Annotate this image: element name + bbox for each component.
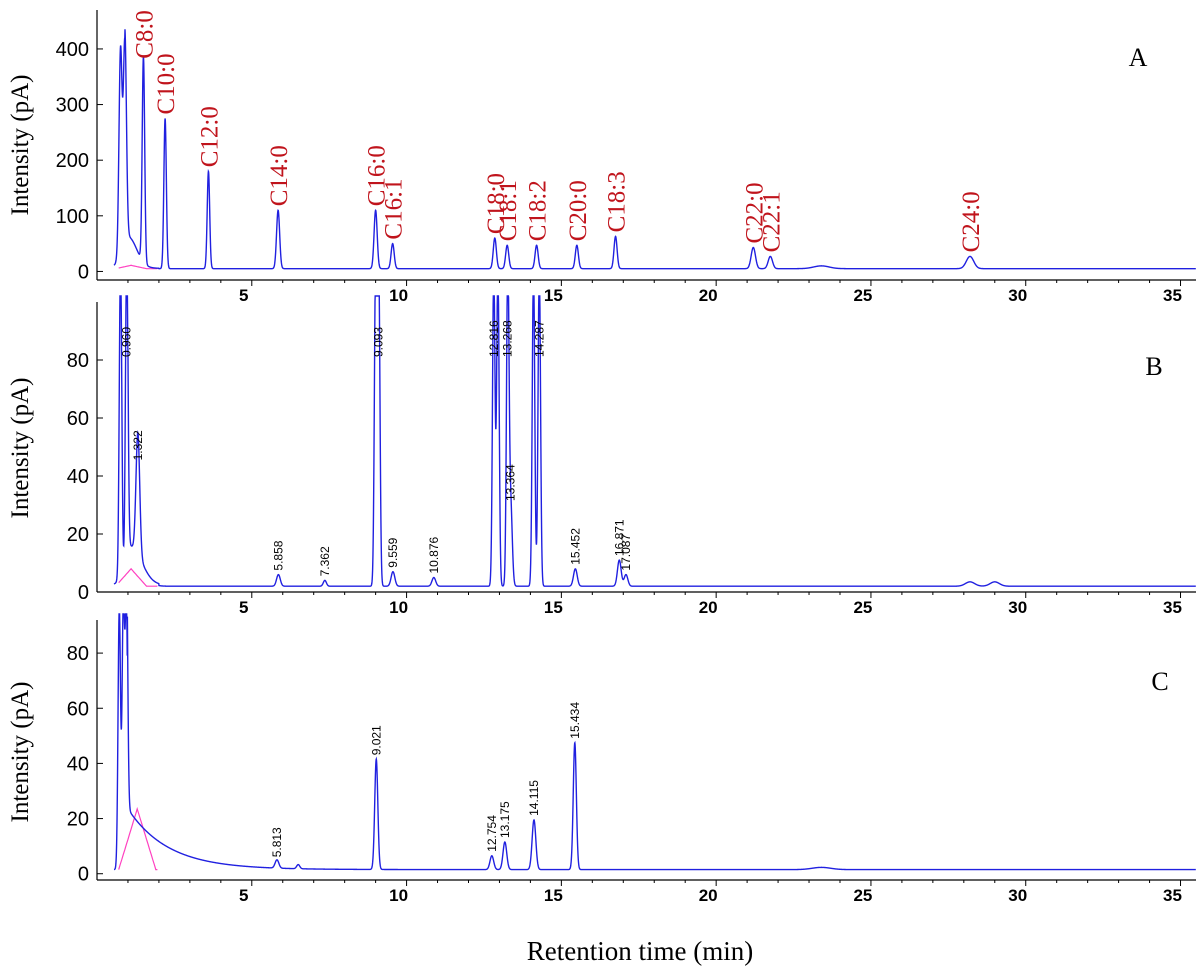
x-tick-label: 10 [389, 598, 408, 617]
panel-label: B [1145, 352, 1162, 381]
x-tick-label: 30 [1008, 598, 1027, 617]
y-tick-label: 300 [56, 95, 89, 117]
y-tick-label: 80 [67, 643, 89, 665]
y-tick-label: 60 [67, 698, 89, 720]
y-axis-title: Intensity (pA) [7, 378, 34, 519]
chromatogram-trace [113, 29, 1196, 270]
y-tick-label: 80 [67, 350, 89, 372]
panel-label: C [1151, 667, 1168, 696]
peak-retention-label: 1.322 [131, 430, 145, 460]
peak-label: C20:0 [565, 180, 592, 241]
integration-baseline [118, 264, 158, 270]
peak-label: C18:3 [604, 171, 631, 232]
peak-label: C16:1 [381, 178, 408, 239]
x-tick-label: 30 [1008, 286, 1027, 305]
x-tick-label: 15 [544, 286, 563, 305]
integration-baseline [118, 567, 158, 587]
y-tick-label: 20 [67, 524, 89, 546]
peak-retention-label: 5.813 [270, 827, 284, 857]
chromatogram-panel-a: 0 100 200 300 400 5 10 15 20 25 30 35 Intensity (pA)… [7, 10, 1196, 305]
peak-label: C12:0 [196, 106, 223, 167]
y-tick-label: 200 [56, 150, 89, 172]
x-tick-label: 30 [1008, 886, 1027, 905]
peak-retention-label: 16.871 [612, 519, 626, 556]
peak-retention-label: 13.364 [504, 464, 518, 501]
peak-label: C18:1 [495, 180, 522, 241]
x-tick-label: 20 [699, 598, 718, 617]
peak-label: C16:0 [364, 145, 391, 206]
peak-label: C8:0 [131, 10, 158, 59]
x-tick-label: 5 [239, 598, 248, 617]
peak-retention-label: 7.362 [318, 546, 332, 576]
y-tick-label: 100 [56, 206, 89, 228]
peak-retention-label: 12.754 [485, 815, 499, 852]
peak-retention-label: 13.175 [498, 801, 512, 838]
y-tick-label: 0 [78, 864, 89, 886]
peak-label: C18:2 [525, 180, 552, 241]
peak-retention-label: 15.452 [568, 528, 582, 565]
peak-retention-label: 0.960 [120, 327, 134, 357]
y-tick-label: 0 [78, 261, 89, 283]
y-tick-label: 60 [67, 408, 89, 430]
y-tick-label: 20 [67, 809, 89, 831]
peak-retention-label: 17.087 [619, 534, 633, 571]
peak-retention-label: 14.115 [527, 780, 541, 816]
x-tick-label: 35 [1163, 286, 1182, 305]
panel-label: A [1129, 43, 1148, 72]
peak-retention-label: 12.816 [487, 320, 501, 357]
x-axis-title: Retention time (min) [527, 936, 753, 966]
chromatogram-panel-c: 0 20 40 60 80 5 10 15 20 25 30 35 Intensity (pA) C 5.8… [7, 613, 1196, 905]
chromatogram-panel-b: 0 20 40 60 80 5 10 15 20 25 30 35 Intensity (pA) B 0.9… [7, 295, 1196, 617]
peak-label: C14:0 [266, 145, 293, 206]
x-tick-label: 5 [239, 286, 248, 305]
peak-label: C18:0 [483, 173, 510, 234]
chromatogram-trace [113, 613, 1196, 871]
x-tick-label: 15 [544, 886, 563, 905]
x-tick-label: 10 [389, 886, 408, 905]
y-tick-label: 400 [56, 39, 89, 61]
peak-retention-label: 14.287 [532, 320, 546, 357]
peak-label: C22:1 [758, 191, 785, 252]
peak-label: C10:0 [153, 53, 180, 114]
y-axis-title: Intensity (pA) [7, 682, 34, 823]
y-tick-label: 0 [78, 582, 89, 604]
x-tick-label: 15 [544, 598, 563, 617]
x-tick-label: 20 [699, 286, 718, 305]
x-tick-label: 35 [1163, 598, 1182, 617]
peak-retention-label: 9.093 [372, 327, 386, 357]
peak-retention-label: 13.268 [501, 320, 515, 357]
x-tick-label: 5 [239, 886, 248, 905]
x-tick-label: 25 [853, 886, 872, 905]
x-tick-label: 25 [853, 286, 872, 305]
chromatogram-trace [113, 295, 1196, 587]
y-tick-label: 40 [67, 753, 89, 775]
x-tick-label: 20 [699, 886, 718, 905]
peak-retention-label: 9.559 [386, 537, 400, 567]
x-tick-label: 10 [389, 286, 408, 305]
peak-retention-label: 15.434 [568, 702, 582, 739]
peak-retention-label: 5.858 [271, 540, 285, 570]
peak-retention-label: 10.876 [427, 536, 441, 573]
x-tick-label: 35 [1163, 886, 1182, 905]
integration-baseline [118, 806, 158, 871]
y-tick-label: 40 [67, 466, 89, 488]
peak-label: C22:0 [741, 182, 768, 243]
peak-label: C24:0 [958, 191, 985, 252]
y-axis-title: Intensity (pA) [7, 75, 34, 216]
peak-retention-label: 9.021 [369, 725, 383, 755]
x-tick-label: 25 [853, 598, 872, 617]
